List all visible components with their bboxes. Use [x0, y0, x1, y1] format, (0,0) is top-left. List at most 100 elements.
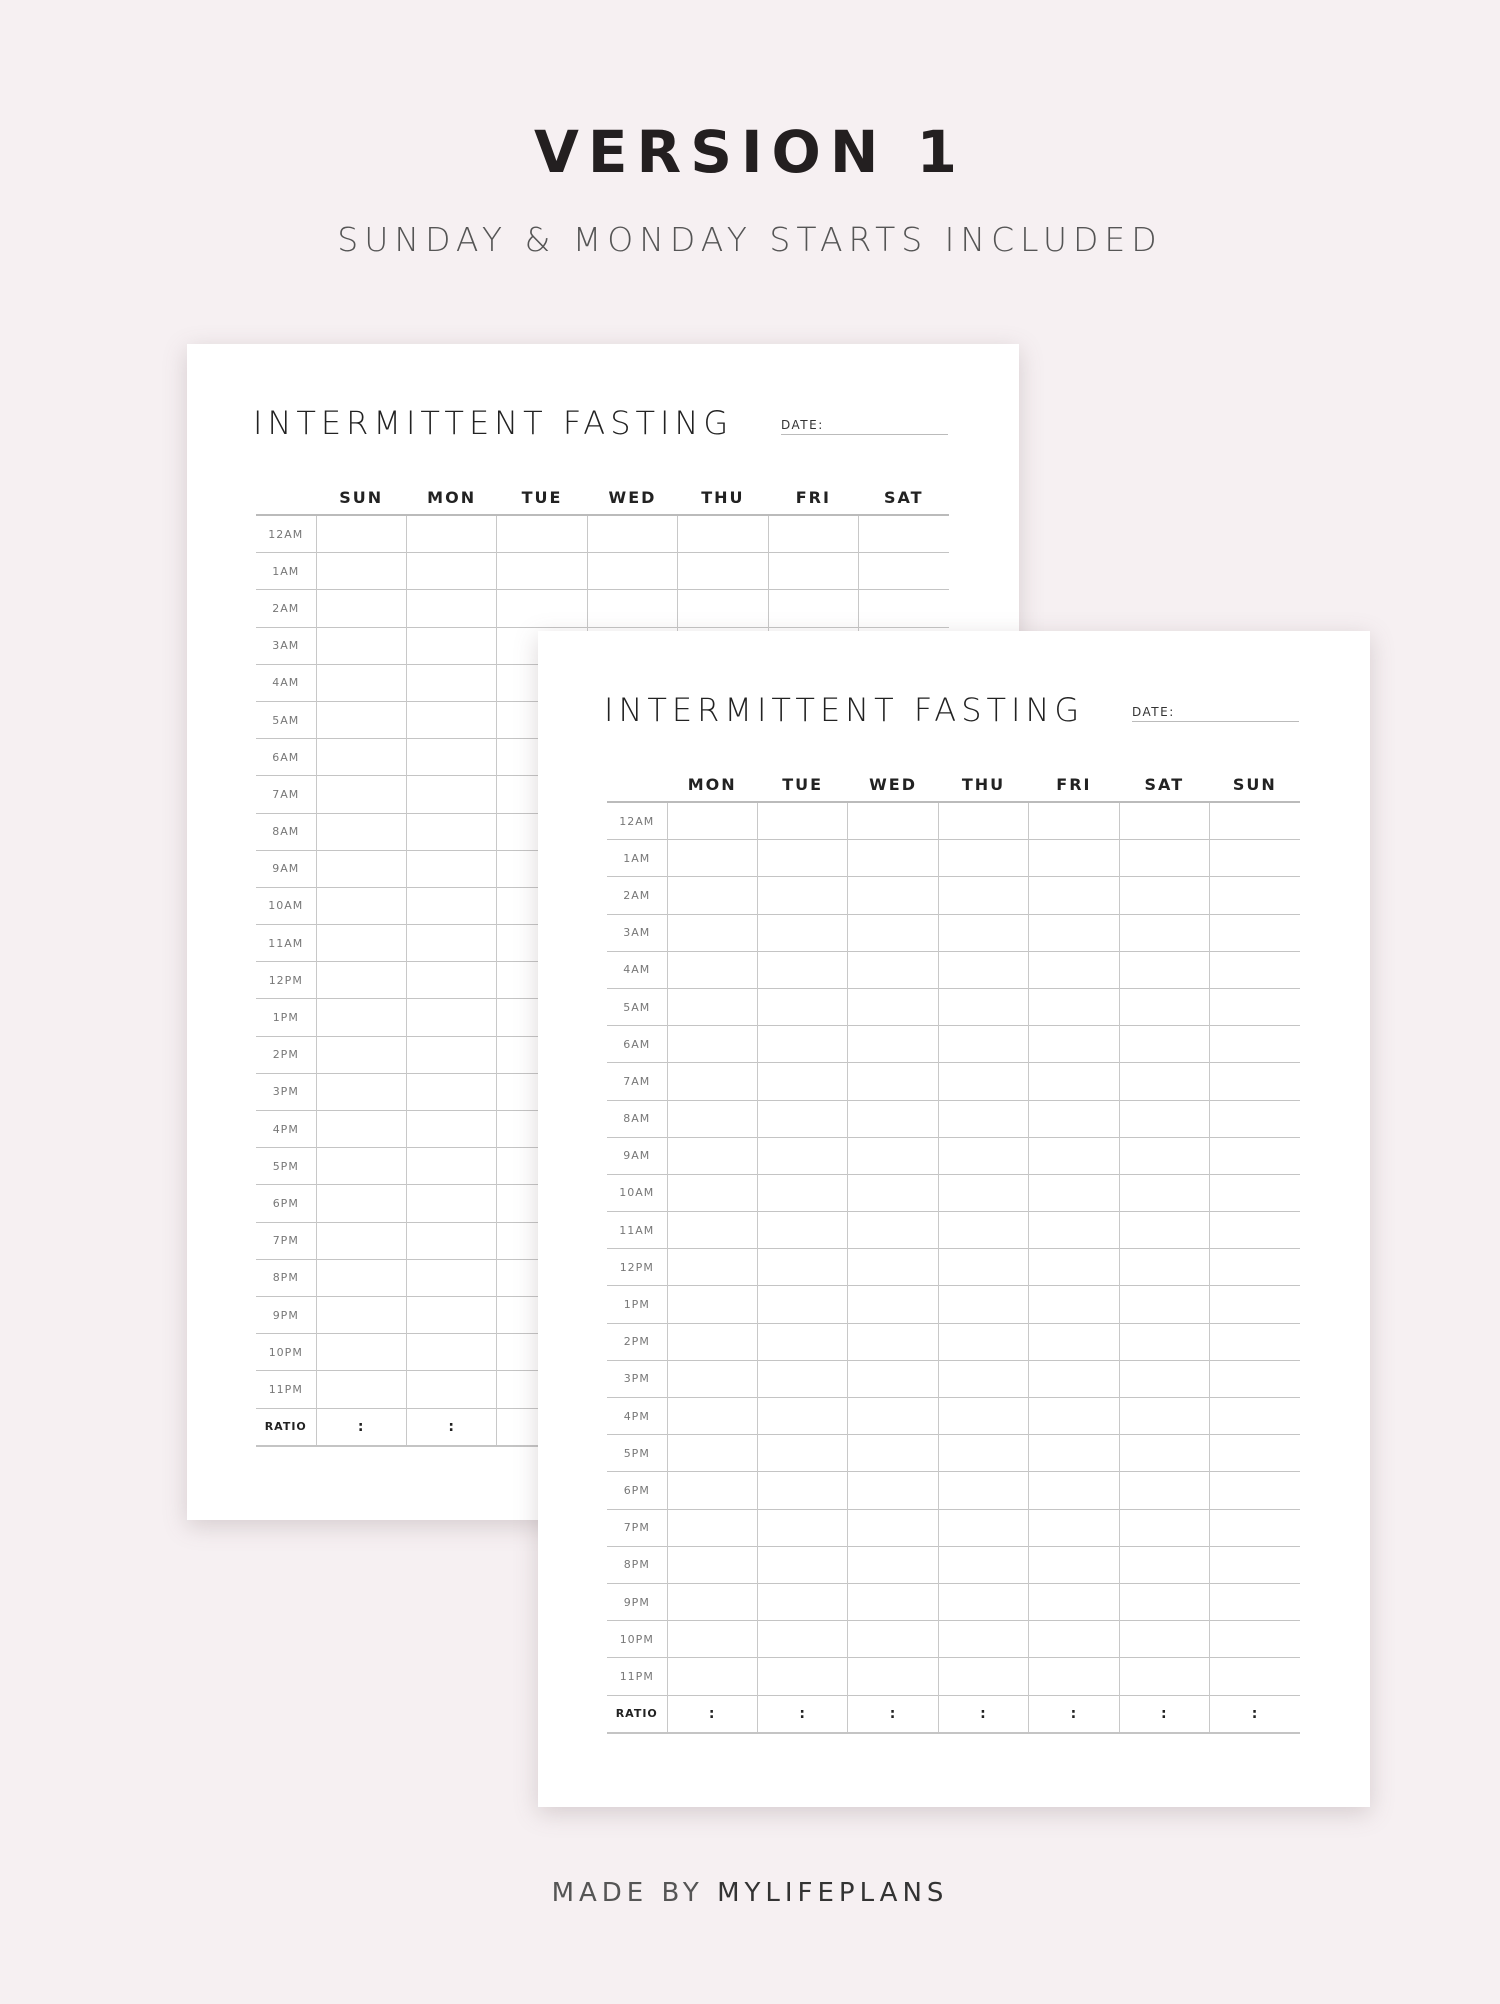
fasting-cell[interactable]: [315, 812, 407, 851]
fasting-cell[interactable]: [847, 1173, 939, 1212]
fasting-cell[interactable]: [756, 1173, 848, 1212]
fasting-cell[interactable]: [847, 913, 939, 952]
fasting-cell[interactable]: [315, 1333, 407, 1371]
ratio-cell[interactable]: :: [666, 1694, 758, 1734]
fasting-cell[interactable]: [405, 775, 497, 813]
fasting-cell[interactable]: [315, 700, 407, 739]
fasting-cell[interactable]: [666, 1099, 758, 1138]
fasting-cell[interactable]: [315, 775, 407, 813]
fasting-cell[interactable]: [756, 950, 848, 989]
fasting-cell[interactable]: [405, 886, 497, 925]
fasting-cell[interactable]: [756, 1508, 848, 1547]
fasting-cell[interactable]: [666, 1359, 758, 1398]
fasting-cell[interactable]: [315, 1258, 407, 1297]
fasting-cell[interactable]: [1209, 1062, 1300, 1100]
fasting-cell[interactable]: [315, 998, 407, 1037]
fasting-cell[interactable]: [496, 514, 588, 553]
fasting-cell[interactable]: [1028, 1620, 1120, 1658]
fasting-cell[interactable]: [1118, 1025, 1210, 1063]
fasting-cell[interactable]: [1118, 1582, 1210, 1621]
fasting-cell[interactable]: [847, 1211, 939, 1249]
fasting-cell[interactable]: [405, 1035, 497, 1074]
fasting-cell[interactable]: [315, 514, 407, 553]
fasting-cell[interactable]: [1209, 1248, 1300, 1286]
fasting-cell[interactable]: [666, 1582, 758, 1621]
fasting-cell[interactable]: [1028, 1136, 1120, 1175]
fasting-cell[interactable]: [1118, 950, 1210, 989]
ratio-cell[interactable]: :: [937, 1694, 1029, 1734]
fasting-cell[interactable]: [586, 552, 678, 590]
fasting-cell[interactable]: [405, 663, 497, 702]
fasting-cell[interactable]: [1028, 1248, 1120, 1286]
fasting-cell[interactable]: [937, 1099, 1029, 1138]
fasting-cell[interactable]: [1028, 801, 1120, 840]
fasting-cell[interactable]: [1118, 913, 1210, 952]
fasting-cell[interactable]: [1209, 950, 1300, 989]
fasting-cell[interactable]: [1028, 1582, 1120, 1621]
ratio-cell[interactable]: :: [1028, 1694, 1120, 1734]
fasting-cell[interactable]: [1028, 1657, 1120, 1695]
fasting-cell[interactable]: [937, 987, 1029, 1026]
fasting-cell[interactable]: [315, 961, 407, 999]
fasting-cell[interactable]: [937, 950, 1029, 989]
fasting-cell[interactable]: [315, 1147, 407, 1185]
fasting-cell[interactable]: [1209, 1471, 1300, 1510]
fasting-cell[interactable]: [1209, 1582, 1300, 1621]
fasting-cell[interactable]: [1028, 839, 1120, 877]
fasting-cell[interactable]: [666, 987, 758, 1026]
fasting-cell[interactable]: [756, 1657, 848, 1695]
ratio-cell[interactable]: :: [1118, 1694, 1210, 1734]
fasting-cell[interactable]: [937, 801, 1029, 840]
fasting-cell[interactable]: [847, 1359, 939, 1398]
fasting-cell[interactable]: [1118, 839, 1210, 877]
fasting-cell[interactable]: [666, 1508, 758, 1547]
fasting-cell[interactable]: [756, 1434, 848, 1472]
fasting-cell[interactable]: [496, 589, 588, 628]
fasting-cell[interactable]: [1209, 801, 1300, 840]
fasting-cell[interactable]: [1028, 1173, 1120, 1212]
fasting-cell[interactable]: [937, 1545, 1029, 1584]
fasting-cell[interactable]: [937, 1582, 1029, 1621]
fasting-cell[interactable]: [847, 1396, 939, 1435]
fasting-cell[interactable]: [847, 1508, 939, 1547]
fasting-cell[interactable]: [405, 812, 497, 851]
fasting-cell[interactable]: [1209, 876, 1300, 915]
fasting-cell[interactable]: [756, 1062, 848, 1100]
fasting-cell[interactable]: [1209, 1396, 1300, 1435]
fasting-cell[interactable]: [1028, 1062, 1120, 1100]
fasting-cell[interactable]: [937, 1285, 1029, 1324]
fasting-cell[interactable]: [666, 1062, 758, 1100]
fasting-cell[interactable]: [1028, 1471, 1120, 1510]
fasting-cell[interactable]: [405, 1333, 497, 1371]
fasting-cell[interactable]: [666, 1396, 758, 1435]
fasting-cell[interactable]: [1209, 1211, 1300, 1249]
fasting-cell[interactable]: [315, 1184, 407, 1223]
fasting-cell[interactable]: [937, 1508, 1029, 1547]
fasting-cell[interactable]: [937, 1620, 1029, 1658]
fasting-cell[interactable]: [1028, 913, 1120, 952]
fasting-cell[interactable]: [1209, 1099, 1300, 1138]
ratio-cell[interactable]: :: [1209, 1694, 1300, 1734]
fasting-cell[interactable]: [756, 1359, 848, 1398]
ratio-cell[interactable]: :: [756, 1694, 848, 1734]
fasting-cell[interactable]: [847, 839, 939, 877]
fasting-cell[interactable]: [847, 1099, 939, 1138]
fasting-cell[interactable]: [666, 1620, 758, 1658]
fasting-cell[interactable]: [586, 514, 678, 553]
fasting-cell[interactable]: [847, 1136, 939, 1175]
fasting-cell[interactable]: [405, 961, 497, 999]
fasting-cell[interactable]: [1118, 1471, 1210, 1510]
fasting-cell[interactable]: [847, 950, 939, 989]
fasting-cell[interactable]: [1209, 1285, 1300, 1324]
fasting-cell[interactable]: [315, 1035, 407, 1074]
fasting-cell[interactable]: [1209, 987, 1300, 1026]
fasting-cell[interactable]: [847, 1582, 939, 1621]
fasting-cell[interactable]: [1209, 1136, 1300, 1175]
fasting-cell[interactable]: [756, 1582, 848, 1621]
fasting-cell[interactable]: [1209, 1359, 1300, 1398]
fasting-cell[interactable]: [756, 876, 848, 915]
fasting-cell[interactable]: [847, 1062, 939, 1100]
fasting-cell[interactable]: [1118, 1396, 1210, 1435]
fasting-cell[interactable]: [405, 626, 497, 665]
fasting-cell[interactable]: [315, 589, 407, 628]
